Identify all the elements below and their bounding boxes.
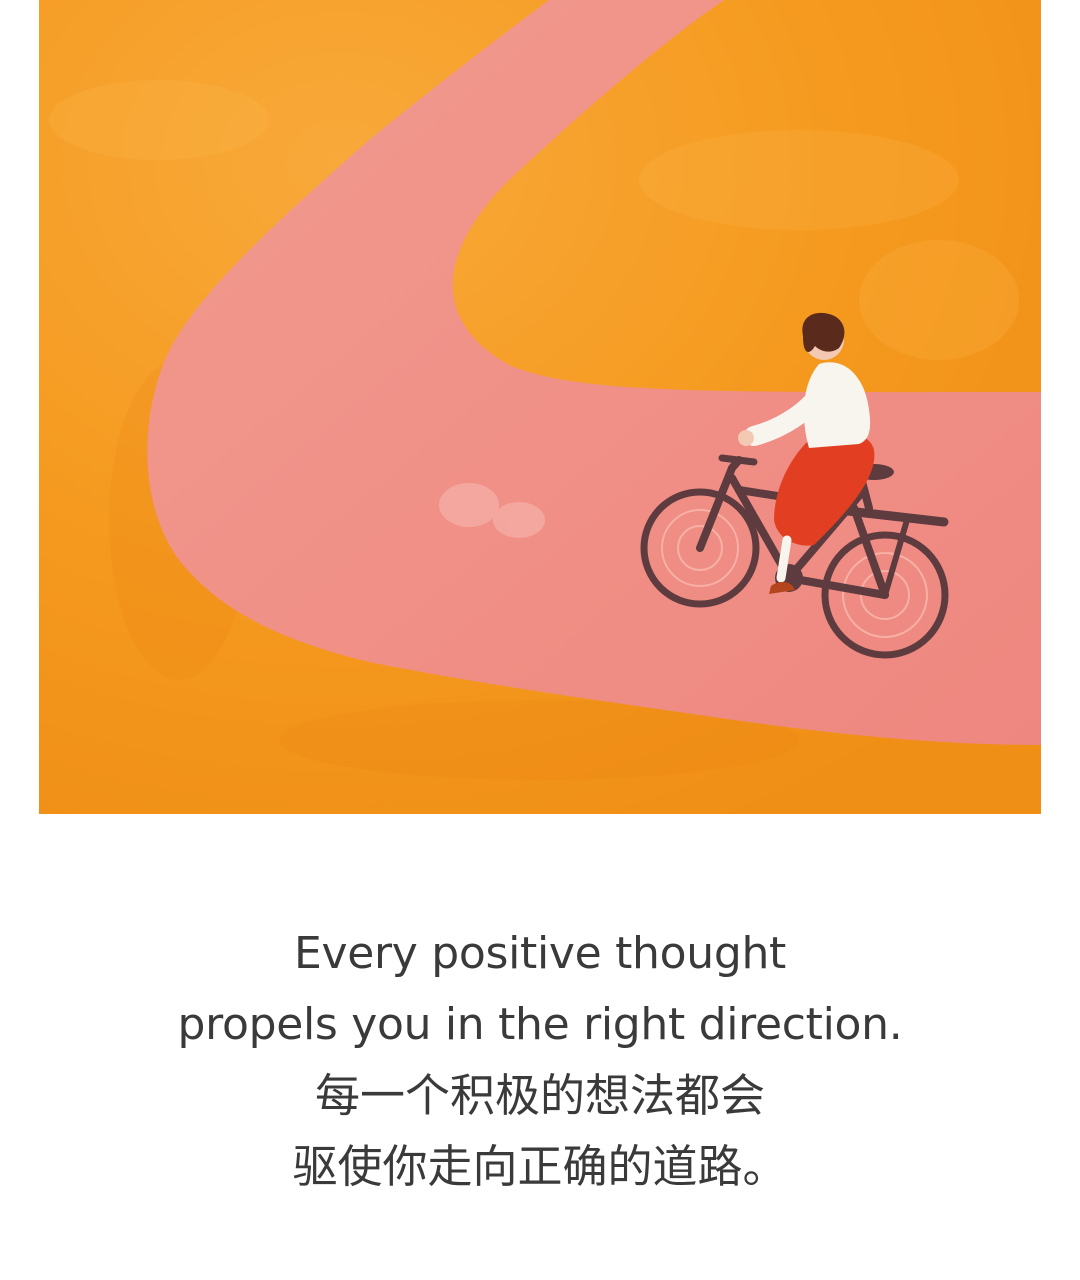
rider-shoe	[769, 581, 795, 594]
rider-skirt	[774, 433, 875, 546]
illustration-artwork	[39, 0, 1041, 814]
rider-hand	[738, 430, 754, 446]
rider	[738, 312, 875, 594]
rider-arm	[744, 382, 831, 446]
bicycle	[640, 454, 949, 659]
caption-english-line-1: Every positive thought	[293, 928, 786, 979]
caption: Every positive thought propels you in th…	[0, 918, 1080, 1202]
caption-english-line-2: propels you in the right direction.	[177, 999, 903, 1050]
path-highlights	[439, 483, 545, 538]
rider-leg	[776, 535, 792, 583]
illustration	[39, 0, 1041, 814]
caption-chinese-line-1: 每一个积极的想法都会	[314, 1069, 765, 1122]
caption-chinese-line-2: 驱使你走向正确的道路。	[292, 1140, 788, 1193]
rider-hair	[802, 312, 845, 352]
winding-path	[147, 0, 1041, 745]
